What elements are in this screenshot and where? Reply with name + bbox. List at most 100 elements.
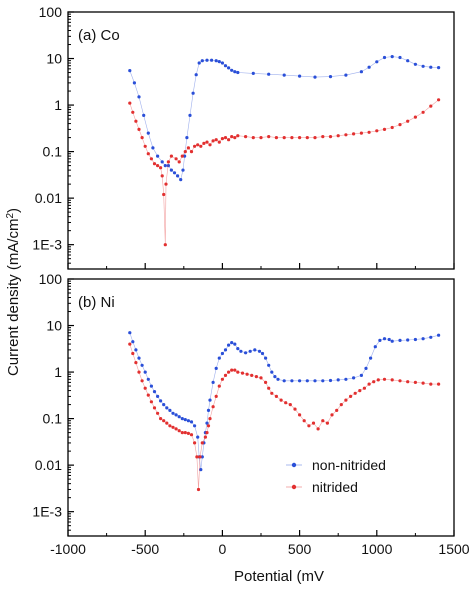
data-point-non_nitrided [267,363,271,367]
data-point-nitrided [375,129,379,133]
y-tick-label: 1E-3 [32,504,62,520]
data-point-non_nitrided [437,333,441,337]
data-point-nitrided [174,157,178,161]
data-point-nitrided [344,398,348,402]
data-point-non_nitrided [369,356,373,360]
data-point-non_nitrided [378,338,382,342]
data-point-non_nitrided [390,55,394,59]
data-point-non_nitrided [196,435,200,439]
data-point-non_nitrided [165,406,169,410]
data-point-non_nitrided [208,398,212,402]
data-point-non_nitrided [142,113,146,117]
data-point-non_nitrided [398,338,402,342]
y-axis-label: Current density (mA/cm2) [5,208,23,376]
data-point-non_nitrided [191,91,195,95]
data-point-nitrided [156,164,160,168]
data-point-non_nitrided [151,146,155,150]
data-point-non_nitrided [257,349,262,353]
data-point-non_nitrided [305,379,309,383]
series-line-nitrided [129,99,439,245]
data-point-non_nitrided [239,349,243,353]
data-point-non_nitrided [171,411,175,415]
data-point-non_nitrided [282,379,286,383]
data-point-non_nitrided [248,349,252,353]
data-point-non_nitrided [220,61,224,65]
data-point-nitrided [162,419,166,423]
data-point-nitrided [164,182,168,186]
x-tick-label: -1000 [50,541,86,557]
data-point-non_nitrided [375,60,379,64]
data-point-non_nitrided [382,337,387,341]
data-point-nitrided [264,380,268,384]
data-point-nitrided [193,144,197,148]
data-point-nitrided [143,144,147,148]
data-point-non_nitrided [168,408,172,412]
data-point-nitrided [208,417,212,421]
data-point-non_nitrided [159,399,163,403]
data-point-non_nitrided [437,66,441,70]
data-point-nitrided [131,110,135,114]
data-point-nitrided [146,393,150,397]
data-point-nitrided [421,381,425,385]
data-point-nitrided [236,370,240,374]
data-point-nitrided [367,130,371,134]
data-point-non_nitrided [364,366,368,370]
data-point-nitrided [349,394,353,398]
data-point-nitrided [398,379,402,383]
data-point-nitrided [140,136,144,140]
data-point-non_nitrided [244,351,248,355]
data-point-nitrided [390,125,394,130]
data-point-nitrided [156,411,160,415]
x-tick-label: 0 [219,541,227,557]
data-point-nitrided [186,146,190,150]
data-point-nitrided [245,372,249,376]
data-point-nitrided [140,379,144,383]
data-point-nitrided [169,154,173,158]
data-point-non_nitrided [382,55,387,60]
data-point-non_nitrided [210,58,214,62]
data-point-nitrided [250,373,254,377]
data-point-non_nitrided [156,394,160,398]
data-point-nitrided [217,384,221,388]
data-point-nitrided [406,119,410,123]
data-point-non_nitrided [197,61,201,65]
data-point-non_nitrided [367,65,371,69]
data-point-non_nitrided [282,73,286,77]
data-point-nitrided [149,400,153,404]
data-point-nitrided [421,110,425,114]
data-point-non_nitrided [200,59,204,63]
data-point-nitrided [316,427,320,431]
data-point-non_nitrided [321,379,325,383]
data-point-non_nitrided [336,378,340,382]
data-point-non_nitrided [211,380,215,384]
data-point-nitrided [335,408,339,412]
data-point-nitrided [311,421,316,425]
data-point-non_nitrided [217,60,221,64]
data-point-nitrided [137,370,141,374]
data-point-nitrided [134,361,138,365]
data-point-non_nitrided [185,136,189,140]
data-point-non_nitrided [227,66,231,70]
data-point-non_nitrided [236,347,240,351]
series-line-nitrided [129,344,439,490]
data-point-nitrided [223,136,228,140]
data-point-non_nitrided [270,370,274,374]
data-point-nitrided [203,435,207,439]
data-point-non_nitrided [344,377,348,381]
data-point-nitrided [298,136,302,140]
data-point-nitrided [159,417,163,421]
data-point-nitrided [359,131,363,135]
data-point-nitrided [429,104,433,108]
data-point-nitrided [131,351,135,356]
data-point-nitrided [202,141,206,145]
data-point-nitrided [163,243,167,247]
data-point-nitrided [189,433,194,437]
data-point-nitrided [279,398,283,402]
data-point-nitrided [313,136,317,140]
data-point-nitrided [244,135,248,139]
data-point-nitrided [230,135,234,139]
data-point-non_nitrided [251,71,255,75]
data-point-nitrided [284,401,288,405]
data-point-non_nitrided [174,413,178,417]
